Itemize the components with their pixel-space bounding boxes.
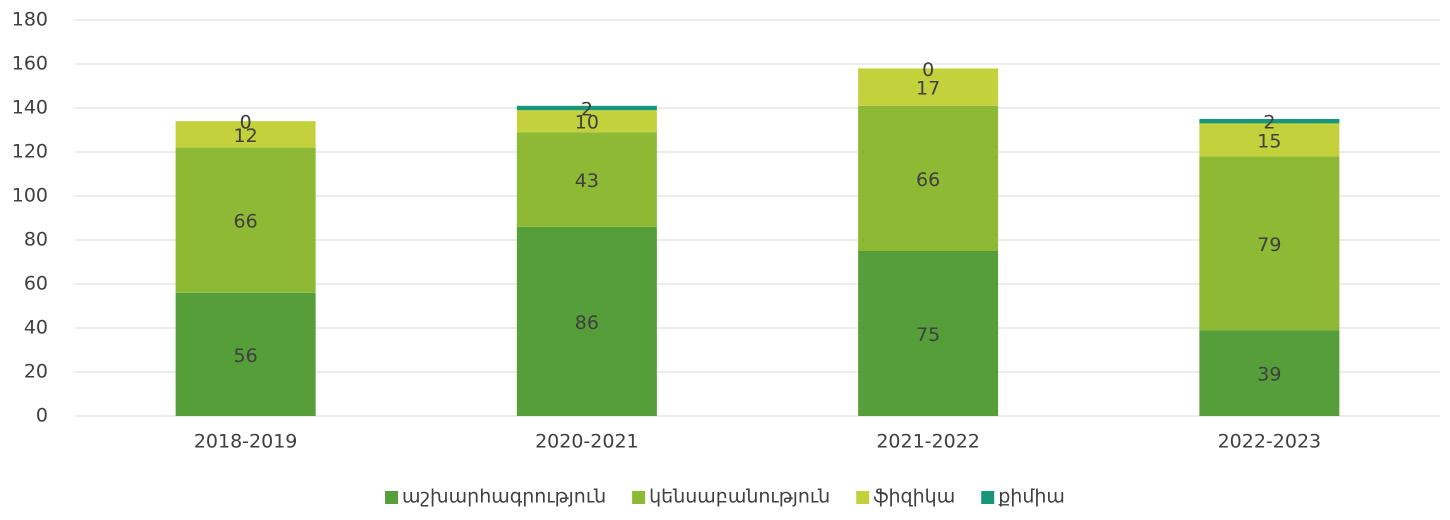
data-label: 2	[581, 99, 593, 121]
data-label: 0	[922, 59, 934, 81]
data-label: 17	[916, 78, 940, 100]
data-label: 75	[916, 324, 940, 346]
data-label: 43	[575, 170, 599, 192]
data-label: 0	[240, 112, 252, 134]
legend-label: աշխարհագրություն	[402, 486, 606, 508]
bar-segment	[516, 110, 657, 133]
data-label: 79	[1257, 234, 1281, 256]
bar-segment	[858, 251, 999, 416]
bar-segment	[1199, 119, 1340, 124]
x-tick-label: 2021-2022	[876, 431, 980, 453]
y-tick-label: 180	[12, 9, 48, 31]
data-label: 2	[1263, 112, 1275, 134]
legend-swatch	[856, 491, 870, 504]
bar-segment	[1199, 156, 1340, 331]
bar-segment	[175, 147, 316, 293]
bar-segment	[858, 105, 999, 251]
legend-label: քիմիա	[998, 486, 1065, 508]
y-tick-label: 20	[24, 361, 48, 383]
x-tick-label: 2020-2021	[535, 431, 639, 453]
bar-segment	[1199, 330, 1340, 416]
bar-segment	[858, 68, 999, 106]
bar-segment	[516, 105, 657, 111]
data-label: 56	[234, 345, 258, 367]
legend-swatch	[385, 491, 399, 504]
x-tick-label: 2022-2023	[1218, 431, 1322, 453]
data-label: 66	[916, 169, 940, 191]
data-label: 15	[1257, 130, 1281, 152]
bar-segment	[516, 132, 657, 227]
y-tick-label: 140	[12, 97, 48, 119]
y-tick-label: 120	[12, 141, 48, 163]
bar-segment	[175, 121, 316, 148]
bar-segment	[175, 292, 316, 416]
y-tick-label: 0	[36, 405, 48, 427]
y-tick-label: 80	[24, 229, 48, 251]
bar-segment	[516, 226, 657, 416]
bar-segment	[1199, 123, 1340, 157]
y-tick-label: 160	[12, 53, 48, 75]
legend-label: ֆիզիկա	[873, 486, 955, 508]
legend-label: կենսաբանություն	[649, 486, 830, 508]
y-tick-label: 100	[12, 185, 48, 207]
data-label: 12	[234, 125, 258, 147]
legend-swatch	[981, 491, 995, 504]
data-label: 66	[234, 211, 258, 233]
data-label: 86	[575, 312, 599, 334]
data-label: 39	[1257, 364, 1281, 386]
x-tick-label: 2018-2019	[194, 431, 298, 453]
data-label: 10	[575, 112, 599, 134]
legend-swatch	[632, 491, 646, 504]
y-tick-label: 40	[24, 317, 48, 339]
y-tick-label: 60	[24, 273, 48, 295]
